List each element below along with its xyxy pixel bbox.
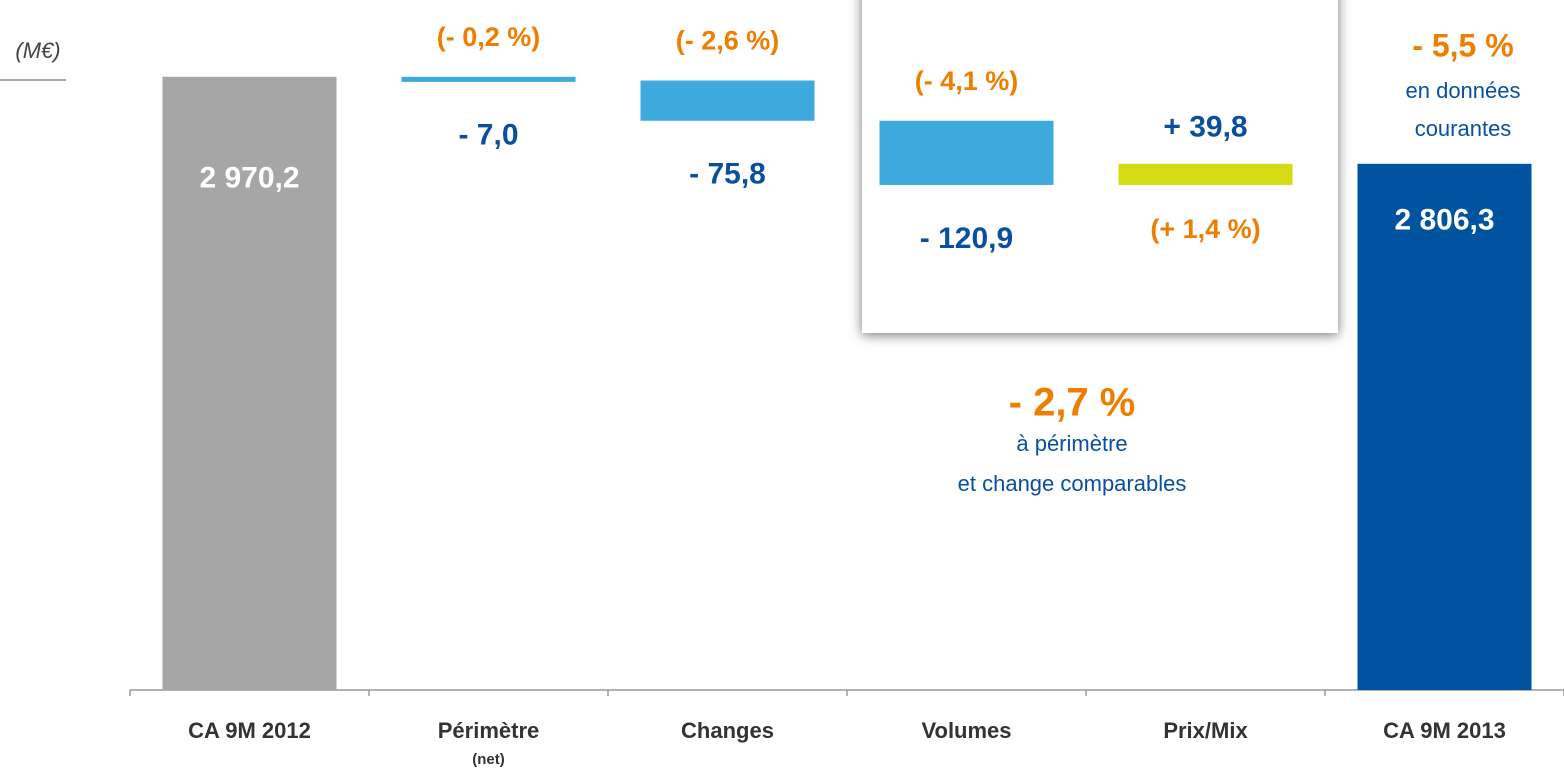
bar xyxy=(1357,163,1532,690)
organic-change-note: à périmètre xyxy=(1016,431,1127,456)
value-label: + 39,8 xyxy=(1163,111,1247,144)
bar xyxy=(1118,163,1293,185)
value-label: - 120,9 xyxy=(920,222,1013,255)
value-label: 2 806,3 xyxy=(1394,204,1494,237)
percent-label: (- 0,2 %) xyxy=(437,22,541,52)
percent-label: (+ 1,4 %) xyxy=(1150,214,1260,244)
x-tick-label: Périmètre xyxy=(438,718,540,743)
total-change-note: courantes xyxy=(1415,116,1512,141)
value-label: - 75,8 xyxy=(689,158,766,191)
bar xyxy=(162,76,337,691)
percent-label: (- 2,6 %) xyxy=(676,26,780,56)
x-tick-label: CA 9M 2013 xyxy=(1383,718,1506,743)
bar xyxy=(640,80,815,121)
x-tick-sublabel: (net) xyxy=(472,751,505,768)
x-tick-label: Volumes xyxy=(921,718,1011,743)
x-tick-label: Prix/Mix xyxy=(1163,718,1248,743)
unit-label: (M€) xyxy=(15,38,60,63)
bar xyxy=(401,76,576,82)
total-change-note: en données xyxy=(1406,78,1521,103)
value-label: 2 970,2 xyxy=(199,162,299,195)
organic-change-note: et change comparables xyxy=(958,471,1187,496)
value-label: - 7,0 xyxy=(458,119,518,152)
percent-label: (- 4,1 %) xyxy=(915,66,1019,96)
total-change: - 5,5 % xyxy=(1412,27,1513,63)
x-tick-label: CA 9M 2012 xyxy=(188,718,311,743)
organic-change: - 2,7 % xyxy=(1009,381,1136,425)
bar xyxy=(879,120,1054,185)
x-tick-label: Changes xyxy=(681,718,774,743)
